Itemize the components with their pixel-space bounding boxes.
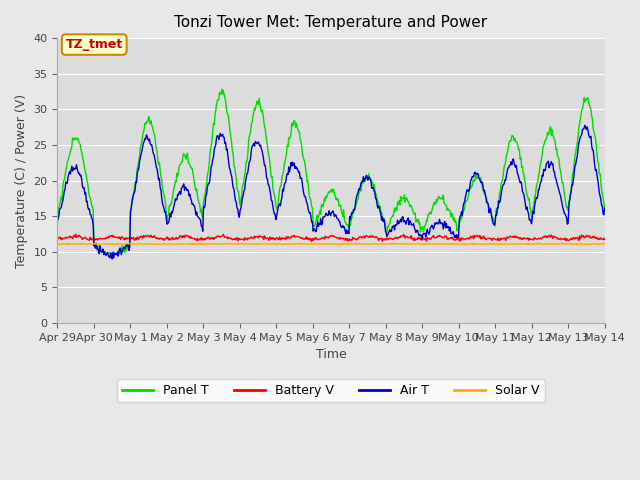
Battery V: [378, 239, 386, 244]
Battery V: [176, 233, 184, 239]
Battery V: [120, 237, 128, 242]
Panel T: [399, 195, 407, 201]
X-axis label: Time: Time: [316, 348, 346, 361]
Panel T: [176, 162, 184, 168]
Panel T: [601, 206, 609, 212]
Y-axis label: Temperature (C) / Power (V): Temperature (C) / Power (V): [15, 94, 28, 268]
Air T: [108, 256, 116, 262]
Solar V: [601, 241, 609, 247]
Panel T: [205, 164, 212, 170]
Battery V: [415, 235, 423, 241]
Solar V: [398, 241, 406, 247]
Air T: [581, 122, 589, 128]
Battery V: [63, 235, 71, 241]
Legend: Panel T, Battery V, Air T, Solar V: Panel T, Battery V, Air T, Solar V: [117, 379, 545, 402]
Panel T: [63, 160, 71, 166]
Air T: [63, 180, 71, 186]
Line: Battery V: Battery V: [58, 234, 605, 241]
Panel T: [108, 256, 116, 262]
Text: TZ_tmet: TZ_tmet: [66, 38, 123, 51]
Solar V: [308, 240, 316, 246]
Battery V: [205, 235, 212, 240]
Solar V: [120, 241, 127, 247]
Solar V: [585, 242, 593, 248]
Battery V: [399, 233, 407, 239]
Line: Solar V: Solar V: [58, 243, 605, 245]
Solar V: [175, 241, 183, 247]
Panel T: [415, 221, 423, 227]
Panel T: [54, 212, 61, 218]
Air T: [120, 245, 128, 251]
Battery V: [601, 237, 609, 242]
Line: Panel T: Panel T: [58, 89, 605, 259]
Air T: [414, 229, 422, 235]
Solar V: [204, 241, 212, 247]
Solar V: [54, 241, 61, 247]
Air T: [54, 218, 61, 224]
Air T: [205, 181, 212, 187]
Solar V: [414, 240, 422, 246]
Panel T: [218, 86, 226, 92]
Line: Air T: Air T: [58, 125, 605, 259]
Air T: [398, 214, 406, 220]
Solar V: [63, 241, 71, 247]
Panel T: [120, 250, 128, 255]
Title: Tonzi Tower Met: Temperature and Power: Tonzi Tower Met: Temperature and Power: [175, 15, 488, 30]
Air T: [601, 205, 609, 211]
Battery V: [72, 231, 79, 237]
Battery V: [54, 235, 61, 240]
Air T: [176, 189, 184, 194]
